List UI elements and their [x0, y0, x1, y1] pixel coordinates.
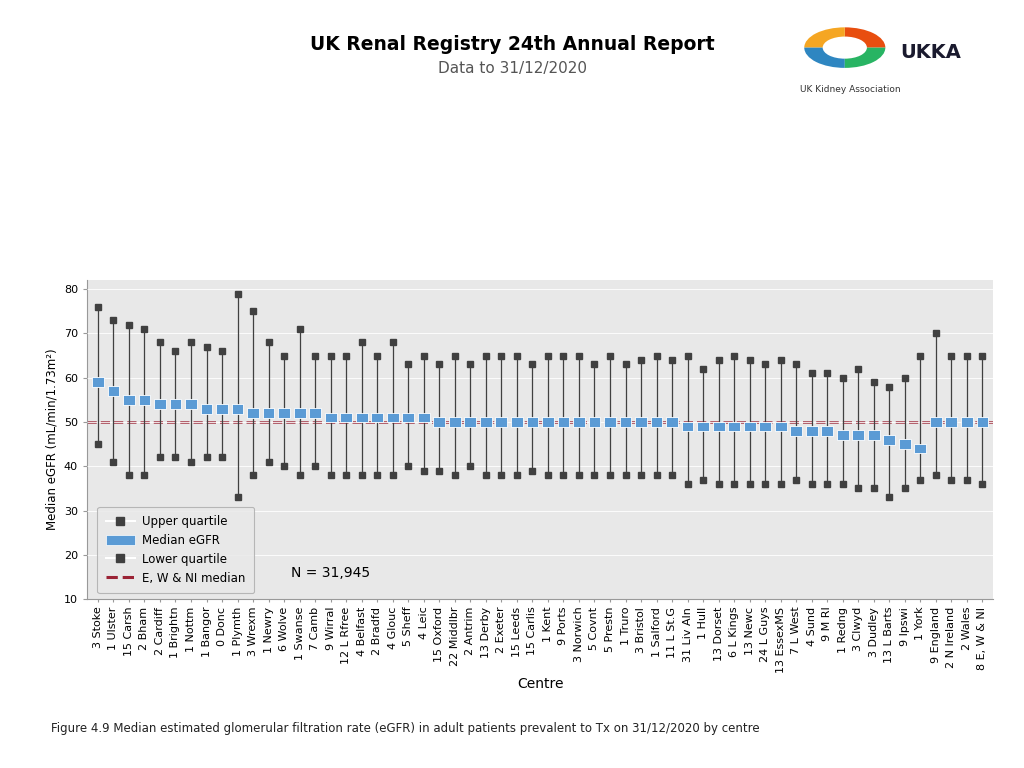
Bar: [542, 417, 554, 427]
Bar: [496, 417, 507, 427]
Legend: Upper quartile, Median eGFR, Lower quartile, E, W & NI median: Upper quartile, Median eGFR, Lower quart…: [97, 507, 254, 593]
Wedge shape: [804, 28, 845, 48]
Bar: [682, 422, 693, 432]
Bar: [231, 404, 244, 413]
Bar: [650, 417, 663, 427]
Bar: [108, 386, 120, 396]
Bar: [433, 417, 445, 427]
Bar: [92, 377, 103, 387]
Bar: [123, 395, 135, 405]
Text: Figure 4.9 Median estimated glomerular filtration rate (eGFR) in adult patients : Figure 4.9 Median estimated glomerular f…: [51, 722, 760, 735]
Text: N = 31,945: N = 31,945: [291, 566, 370, 580]
Bar: [837, 430, 849, 440]
Bar: [170, 399, 181, 409]
Wedge shape: [804, 48, 845, 68]
Bar: [697, 422, 709, 432]
Bar: [868, 430, 880, 440]
Bar: [557, 417, 569, 427]
Bar: [914, 444, 927, 453]
Bar: [526, 417, 539, 427]
Bar: [961, 417, 973, 427]
Bar: [759, 422, 771, 432]
Wedge shape: [845, 28, 886, 48]
Bar: [791, 426, 802, 435]
Bar: [635, 417, 647, 427]
Bar: [325, 412, 337, 422]
Bar: [418, 412, 430, 422]
Bar: [340, 412, 352, 422]
Bar: [511, 417, 523, 427]
Bar: [309, 409, 322, 418]
Y-axis label: Median eGFR (mL/min/1.73m²): Median eGFR (mL/min/1.73m²): [45, 349, 58, 531]
Bar: [977, 417, 988, 427]
Bar: [294, 409, 305, 418]
Bar: [216, 404, 228, 413]
Bar: [480, 417, 492, 427]
Bar: [355, 412, 368, 422]
Text: UK Kidney Association: UK Kidney Association: [800, 84, 901, 94]
Text: UKKA: UKKA: [900, 43, 961, 61]
Bar: [247, 409, 259, 418]
Bar: [806, 426, 817, 435]
X-axis label: Centre: Centre: [517, 677, 563, 691]
Bar: [604, 417, 615, 427]
Bar: [573, 417, 585, 427]
Bar: [279, 409, 290, 418]
Text: UK Renal Registry 24th Annual Report: UK Renal Registry 24th Annual Report: [309, 35, 715, 54]
Bar: [154, 399, 166, 409]
Bar: [387, 412, 398, 422]
Bar: [713, 422, 725, 432]
Text: Data to 31/12/2020: Data to 31/12/2020: [437, 61, 587, 77]
Bar: [449, 417, 461, 427]
Wedge shape: [845, 48, 886, 68]
Bar: [775, 422, 786, 432]
Bar: [852, 430, 864, 440]
Bar: [728, 422, 740, 432]
Bar: [372, 412, 383, 422]
Bar: [884, 435, 895, 445]
Bar: [930, 417, 942, 427]
Bar: [263, 409, 274, 418]
Bar: [138, 395, 151, 405]
Bar: [620, 417, 632, 427]
Bar: [402, 412, 414, 422]
Bar: [201, 404, 212, 413]
Bar: [945, 417, 957, 427]
Bar: [821, 426, 834, 435]
Bar: [667, 417, 678, 427]
Bar: [899, 439, 910, 449]
Bar: [589, 417, 600, 427]
Bar: [185, 399, 197, 409]
Bar: [743, 422, 756, 432]
Bar: [465, 417, 476, 427]
